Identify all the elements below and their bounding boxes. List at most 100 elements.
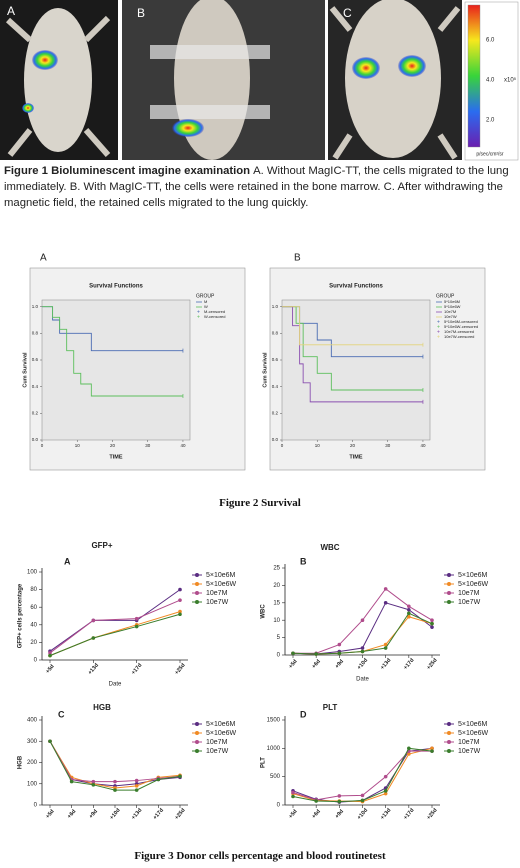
x-tick-label: +13d — [131, 807, 144, 821]
chart-title: Survival Functions — [329, 284, 383, 290]
y-tick-label: 0.0 — [32, 437, 39, 442]
y-tick-label: 100 — [27, 570, 38, 576]
panel-label: D — [300, 709, 307, 719]
legend-label: 10e7M — [458, 590, 480, 597]
panel-label: A — [7, 4, 15, 18]
data-point — [178, 612, 182, 617]
legend-label: 10e7W — [444, 314, 457, 319]
data-point — [383, 601, 388, 605]
panel-label: C — [343, 6, 352, 20]
data-point — [178, 609, 182, 614]
data-point — [91, 636, 96, 640]
figure1-caption: Figure 1 Bioluminescent imagine examinat… — [4, 163, 516, 211]
legend-label: 5*10e6M — [444, 299, 460, 304]
legend-marker — [195, 749, 199, 753]
data-point — [383, 646, 388, 650]
data-point — [337, 794, 342, 798]
x-tick-label: +13d — [380, 807, 393, 821]
y-tick-label: 200 — [27, 760, 38, 766]
legend-label: 10e7M — [206, 590, 228, 597]
figure3-caption: Figure 3 Donor cells percentage and bloo… — [134, 850, 386, 862]
legend-label: 10e7M — [458, 739, 480, 746]
legend-label: W-censored — [204, 314, 226, 319]
data-point — [113, 779, 117, 784]
x-tick-label: +9d — [88, 809, 99, 820]
data-point — [134, 778, 139, 783]
data-point — [383, 791, 388, 796]
x-tick-label: +13d — [380, 657, 393, 671]
data-point — [360, 798, 365, 803]
y-tick-label: 400 — [27, 718, 38, 724]
y-tick-label: 1.0 — [32, 304, 39, 309]
data-point — [178, 598, 182, 602]
series-line — [49, 613, 181, 657]
x-tick-label: +10d — [356, 807, 369, 821]
x-tick-label: 20 — [350, 443, 356, 448]
scale-tick-label: 4.0 — [486, 78, 495, 84]
x-axis-label: Date — [356, 677, 369, 683]
x-tick-label: +17d — [152, 807, 165, 821]
y-tick-label: 0.8 — [272, 331, 279, 336]
y-axis-label: HGB — [18, 755, 24, 769]
survival-line — [282, 306, 423, 346]
x-tick-label: +5d — [288, 809, 299, 820]
y-tick-label: 1500 — [267, 718, 281, 724]
legend-label: 10e7M — [206, 739, 228, 746]
data-point — [291, 651, 295, 656]
panel-label: B — [137, 6, 145, 20]
data-point — [134, 624, 139, 629]
legend-label: 10e7W — [206, 748, 229, 755]
data-point — [360, 618, 365, 622]
panel-label: C — [58, 709, 65, 719]
y-tick-label: 0.4 — [272, 384, 279, 389]
data-point — [156, 777, 161, 782]
y-axis-label: WBC — [261, 604, 267, 619]
legend-label: M — [204, 299, 207, 304]
image-panel-c — [328, 0, 462, 160]
image-panel-b — [122, 0, 325, 160]
survival-line — [282, 306, 423, 403]
x-tick-label: +5d — [45, 664, 56, 675]
y-tick-label: 0 — [34, 803, 38, 809]
y-tick-label: 20 — [273, 583, 280, 589]
y-tick-label: 0.6 — [32, 357, 39, 362]
y-tick-label: 60 — [30, 605, 37, 611]
legend-marker — [195, 582, 199, 586]
data-point — [430, 749, 434, 753]
panel-label: B — [294, 253, 301, 264]
plot-area — [281, 299, 431, 441]
panel-label: A — [40, 253, 47, 264]
legend-label: 10e7M-censored — [444, 329, 474, 334]
x-tick-label: +17d — [403, 807, 416, 821]
data-point — [291, 794, 295, 799]
data-point — [314, 799, 318, 803]
legend-marker — [195, 722, 199, 726]
legend-label: 5×10e6M — [458, 721, 488, 728]
data-point — [407, 614, 411, 619]
legend-label: 5×10e6W — [206, 730, 237, 737]
data-point — [48, 651, 52, 655]
data-point — [407, 611, 411, 616]
legend-marker — [447, 600, 451, 604]
data-point — [91, 783, 96, 787]
y-tick-label: 100 — [27, 781, 38, 787]
series-line — [49, 741, 181, 783]
x-tick-label: +25d — [426, 807, 439, 821]
data-point — [407, 604, 411, 609]
scale-tick-label: 6.0 — [486, 38, 495, 44]
legend-label: 10e7W — [206, 599, 229, 606]
color-scale — [464, 1, 519, 161]
x-tick-label: 0 — [41, 443, 44, 448]
panel-label: A — [64, 556, 71, 566]
x-axis-label: Date — [109, 682, 122, 688]
chart-title: Survival Functions — [89, 284, 143, 290]
data-point — [134, 784, 139, 788]
legend-marker — [447, 722, 451, 726]
legend-label: 5×10e6W — [206, 581, 237, 588]
data-point — [91, 618, 96, 623]
scale-caption: p/sec/cm²/sr — [476, 151, 504, 157]
y-tick-label: 0 — [277, 803, 281, 809]
x-tick-label: 0 — [281, 443, 284, 448]
